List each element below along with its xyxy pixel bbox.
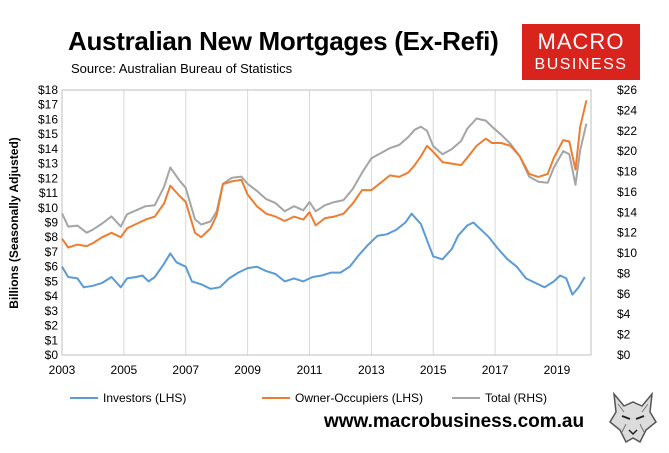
y2-tick-label: $8	[617, 266, 631, 280]
y-tick-label: $7	[45, 245, 59, 259]
y-tick-label: $15	[38, 127, 58, 141]
x-tick-label: 2017	[482, 363, 509, 377]
chart-series	[61, 100, 588, 296]
y-tick-label: $8	[45, 230, 59, 244]
y2-tick-label: $2	[617, 328, 631, 342]
y2-tick-label: $18	[617, 165, 637, 179]
x-tick-label: 2003	[49, 363, 76, 377]
right-axis: $0 $2 $4 $6 $8 $10 $12 $14 $16 $18 $20 $22 $24 $26	[617, 83, 637, 362]
y-tick-label: $13	[38, 157, 58, 171]
y2-tick-label: $22	[617, 124, 637, 138]
chart-grid	[61, 90, 558, 355]
y-tick-label: $18	[38, 83, 58, 97]
legend-label: Total (RHS)	[485, 391, 547, 405]
x-tick-label: 2019	[544, 363, 571, 377]
series-line-1	[61, 100, 588, 249]
legend-label: Investors (LHS)	[103, 391, 186, 405]
y-tick-label: $0	[45, 348, 59, 362]
y2-tick-label: $14	[617, 205, 637, 219]
y-tick-label: $4	[45, 289, 59, 303]
y2-tick-label: $20	[617, 144, 637, 158]
y-tick-label: $6	[45, 260, 59, 274]
x-tick-label: 2009	[234, 363, 261, 377]
y-axis-label: Billions (Seasonally Adjusted)	[7, 137, 21, 309]
y2-tick-label: $6	[617, 287, 631, 301]
y-tick-label: $2	[45, 319, 59, 333]
x-tick-label: 2005	[111, 363, 138, 377]
y-tick-label: $5	[45, 274, 59, 288]
x-tick-label: 2011	[297, 363, 323, 377]
y-tick-label: $12	[38, 171, 58, 185]
x-axis: 2003 2005 2007 2009 2011 2013 2015 2017 2019	[49, 363, 571, 377]
y-tick-label: $10	[38, 201, 58, 215]
wolf-icon	[609, 391, 657, 444]
y-tick-label: $9	[45, 216, 59, 230]
macrobusiness-logo: MACRO BUSINESS	[522, 24, 640, 80]
legend-label: Owner-Occupiers (LHS)	[295, 391, 423, 405]
website-url: www.macrobusiness.com.au	[324, 411, 585, 432]
series-line-0	[61, 212, 586, 296]
y-tick-label: $14	[38, 142, 58, 156]
y2-tick-label: $4	[617, 307, 631, 321]
y-tick-label: $17	[38, 98, 58, 112]
legend: Investors (LHS) Owner-Occupiers (LHS) Tota…	[70, 391, 547, 405]
y2-tick-label: $26	[617, 83, 637, 97]
y-tick-label: $11	[39, 186, 58, 200]
chart-title: Australian New Mortgages (Ex-Refi)	[68, 26, 499, 56]
y2-tick-label: $12	[617, 226, 637, 240]
x-tick-label: 2007	[172, 363, 199, 377]
y-tick-label: $3	[45, 304, 59, 318]
y2-tick-label: $0	[617, 348, 631, 362]
y2-tick-label: $24	[617, 103, 637, 117]
logo-line-macro: MACRO	[537, 29, 625, 54]
chart-source: Source: Australian Bureau of Statistics	[71, 61, 293, 76]
plot-area	[61, 89, 592, 356]
x-tick-label: 2013	[358, 363, 385, 377]
x-tick-label: 2015	[420, 363, 447, 377]
left-axis: $0$1$2$3$4$5$6$7$8$9$10$11$12$13$14$15$1…	[38, 83, 58, 362]
logo-line-business: BUSINESS	[534, 56, 628, 73]
series-line-2	[61, 117, 588, 234]
y-tick-label: $16	[38, 112, 58, 126]
y2-tick-label: $16	[617, 185, 637, 199]
y-tick-label: $1	[45, 333, 59, 347]
y2-tick-label: $10	[617, 246, 637, 260]
